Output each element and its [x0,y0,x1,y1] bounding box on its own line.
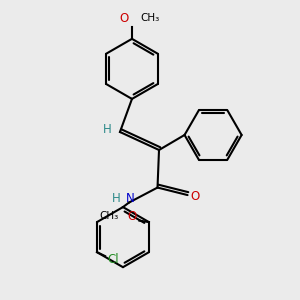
Text: O: O [128,210,137,223]
Text: H: H [112,193,121,206]
Text: CH₃: CH₃ [140,14,160,23]
Text: CH₃: CH₃ [100,211,119,221]
Text: H: H [103,123,112,136]
Text: Cl: Cl [107,253,119,266]
Text: O: O [119,12,128,25]
Text: O: O [190,190,200,203]
Text: N: N [126,193,135,206]
